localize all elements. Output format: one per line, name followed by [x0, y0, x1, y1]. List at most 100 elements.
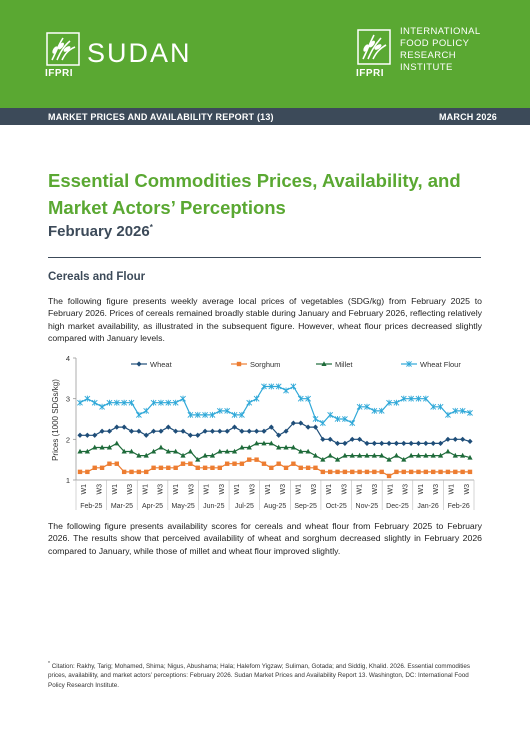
data-point [231, 448, 238, 454]
data-point [99, 403, 105, 410]
x-month-label: Sep-25 [294, 503, 317, 510]
data-point [364, 403, 370, 410]
data-point [254, 440, 260, 446]
data-point [335, 469, 340, 475]
data-point [276, 461, 281, 466]
data-point [173, 465, 178, 470]
chart-axes: 1 2 3 4 [66, 354, 474, 485]
data-point [350, 469, 355, 475]
data-point [313, 465, 318, 470]
data-point [150, 399, 157, 406]
data-point [173, 448, 179, 454]
data-point [342, 469, 348, 475]
data-point [202, 465, 208, 470]
data-point [246, 444, 252, 450]
data-point [334, 440, 341, 446]
x-week-label: W1 [418, 484, 425, 495]
data-point [371, 440, 377, 446]
series-sorghum [77, 457, 473, 479]
data-point [430, 452, 436, 458]
x-week-label: W1 [173, 484, 180, 495]
data-point [379, 452, 385, 458]
data-point [114, 461, 119, 466]
chart-legend: Wheat Sorghum Millet Wheat Flour [131, 360, 461, 369]
data-point [386, 440, 392, 446]
data-point [121, 469, 127, 475]
country-name: SUDAN [87, 38, 192, 68]
data-point [320, 436, 326, 442]
title-divider [48, 257, 481, 258]
data-point [188, 461, 193, 466]
data-point [77, 448, 83, 454]
data-point [467, 454, 473, 460]
data-point [84, 448, 90, 454]
data-point [371, 452, 377, 458]
data-point [415, 452, 422, 458]
data-point [195, 432, 201, 438]
ifpri-institute-logo-icon [357, 29, 391, 65]
data-point [357, 469, 362, 475]
data-point [437, 440, 444, 446]
data-point [136, 361, 142, 367]
data-point [121, 399, 128, 406]
data-point [400, 395, 407, 402]
data-point [99, 428, 105, 434]
data-point [275, 383, 282, 390]
data-point [268, 383, 275, 390]
data-point [165, 399, 172, 406]
series-wheat [77, 420, 473, 446]
citation-footnote: * Citation: Rakhy, Tarig; Mohamed, Shima… [48, 660, 482, 690]
report-date: MARCH 2026 [438, 112, 497, 122]
data-point [467, 469, 473, 475]
data-point [92, 444, 98, 450]
data-point [239, 461, 245, 466]
x-month-label: May-25 [171, 503, 194, 510]
data-point [217, 448, 223, 454]
data-point [393, 440, 400, 446]
data-point [349, 436, 355, 442]
data-point [276, 444, 282, 450]
data-point [291, 461, 296, 466]
data-point [92, 432, 98, 438]
data-point [84, 432, 90, 438]
section-heading: Cereals and Flour [48, 271, 146, 283]
data-point [452, 452, 458, 458]
x-week-label: W3 [372, 484, 379, 495]
data-point [379, 440, 385, 446]
data-point [459, 407, 466, 414]
data-point [467, 438, 473, 444]
legend-item: Sorghum [231, 360, 280, 369]
data-point [349, 420, 356, 427]
right-logo-label: IFPRI [356, 68, 385, 79]
data-point [276, 432, 282, 438]
report-bar: MARKET PRICES AND AVAILABILITY REPORT (1… [0, 108, 530, 125]
x-week-label: W3 [250, 484, 257, 495]
data-point [166, 465, 171, 470]
data-point [158, 444, 164, 450]
data-point [92, 465, 97, 470]
data-point [224, 407, 231, 414]
data-point [113, 399, 120, 406]
data-point [180, 428, 186, 434]
data-point [239, 444, 245, 450]
data-point [386, 473, 392, 479]
data-point [437, 452, 444, 458]
data-point [128, 428, 135, 434]
data-point [401, 440, 407, 446]
data-point [372, 469, 377, 475]
data-point [357, 436, 363, 442]
footnote-marker: * [149, 223, 153, 232]
chart-x-labels: W1 W3 W1 W3 W1 W3 W1 W3 W1 W3 W1 W3 W1 W3 W1 W3 W1 W3 W1 W3… [75, 480, 475, 510]
data-point [445, 469, 451, 475]
data-point [216, 407, 223, 414]
data-point [136, 428, 142, 434]
data-point [460, 436, 466, 442]
legend-label: Sorghum [250, 360, 280, 369]
data-point [327, 436, 333, 442]
data-point [305, 424, 311, 430]
y-tick-label: 4 [66, 354, 70, 363]
data-point [423, 469, 429, 475]
data-point [261, 428, 267, 434]
data-point [430, 403, 437, 410]
data-point [77, 469, 83, 475]
